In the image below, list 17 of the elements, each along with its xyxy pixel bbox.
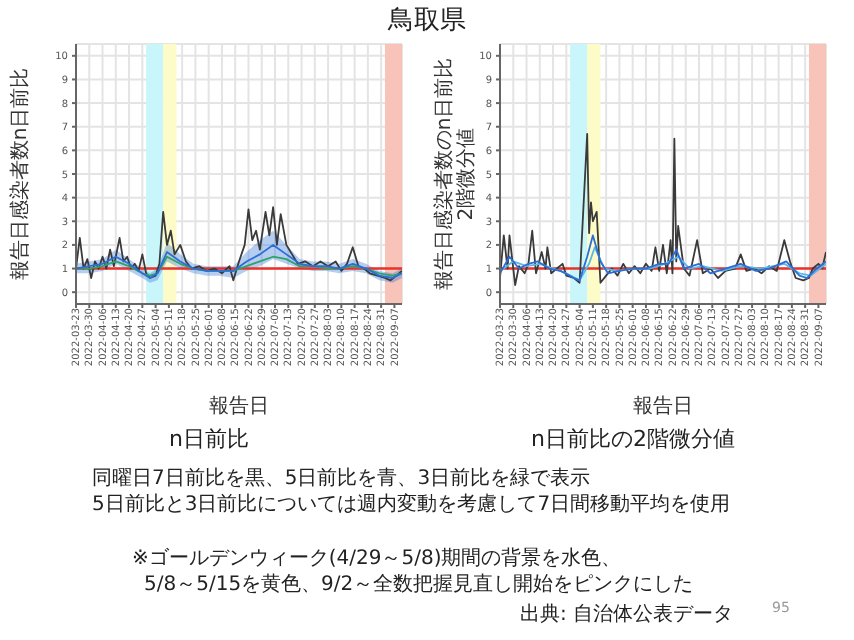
text: 5/8～5/15を黄色、9/2～全数把握見直し開始をピンクにした [144,571,694,598]
text: n日前比の2階微分値 [529,424,737,454]
y-axis-title: 報告日感染者数n日前比 [8,67,32,281]
text: 5日前比と3日前比については週内変動を考慮して7日間移動平均を使用 [92,491,731,518]
line-series [500,234,826,282]
text: 鳥取県 [386,4,468,38]
line-series [76,206,402,282]
text: ※ゴールデンウィーク(4/29～5/8)期間の背景を水色、 [132,545,622,572]
line-series [76,244,402,279]
text: n日前比 [167,424,251,454]
source-note: 出典: 自治体公表データ [520,601,734,628]
y-axis-title: 報告日感染者数のn日前比 2階微分値 [432,57,478,291]
line-series [500,246,826,282]
line-series [500,132,826,286]
text: 同曜日7日前比を黒、5日前比を青、3日前比を緑で表示 [92,465,591,492]
x-axis-title: 報告日 [209,394,269,418]
x-axis-title: 報告日 [633,394,693,418]
